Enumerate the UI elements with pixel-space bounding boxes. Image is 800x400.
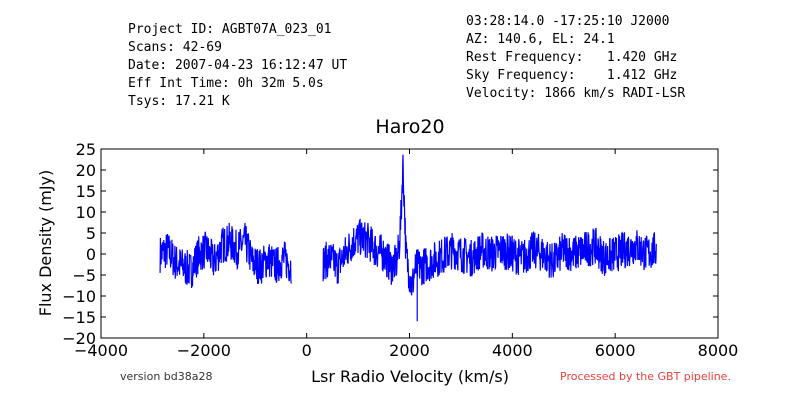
y-tick-label: 20 — [76, 161, 96, 180]
x-tick-label: 0 — [302, 341, 312, 360]
spectrum-line-group — [159, 154, 657, 322]
y-tick-label: −15 — [62, 308, 96, 327]
x-axis-label: Lsr Radio Velocity (km/s) — [311, 367, 509, 386]
y-tick-label: −20 — [62, 329, 96, 348]
project-id-text: Project ID: AGBT07A_023_01 — [128, 22, 332, 37]
y-tick-label: 0 — [86, 245, 96, 264]
axis-ticks: −4000 −2000 0 2000 4000 6000 8000 −20 −15 −10 −5 0 5… — [62, 140, 738, 360]
chart-title: Haro20 — [375, 116, 444, 138]
rest-frequency-text: Rest Frequency: 1.420 GHz — [466, 50, 678, 65]
tsys-text: Tsys: 17.21 K — [128, 94, 230, 109]
y-tick-label: 25 — [76, 140, 96, 159]
sky-frequency-text: Sky Frequency: 1.412 GHz — [466, 68, 678, 83]
int-time-text: Eff Int Time: 0h 32m 5.0s — [128, 76, 324, 91]
y-tick-label: −10 — [62, 287, 96, 306]
y-tick-label: 10 — [76, 203, 96, 222]
x-tick-label: 8000 — [698, 341, 739, 360]
velocity-text: Velocity: 1866 km/s RADI-LSR — [466, 86, 686, 101]
observation-info-left: Project ID: AGBT07A_023_01 Scans: 42-69 … — [128, 21, 347, 111]
x-tick-label: 6000 — [595, 341, 636, 360]
spectrum-line-segment — [322, 154, 657, 296]
x-tick-label: −4000 — [74, 341, 128, 360]
y-axis-label: Flux Density (mJy) — [36, 170, 55, 317]
az-el-text: AZ: 140.6, EL: 24.1 — [466, 32, 615, 47]
y-tick-label: 5 — [86, 224, 96, 243]
coordinates-text: 03:28:14.0 -17:25:10 J2000 — [466, 14, 670, 29]
y-tick-label: 15 — [76, 182, 96, 201]
date-text: Date: 2007-04-23 16:12:47 UT — [128, 58, 348, 73]
version-text: version bd38a28 — [120, 370, 213, 383]
spectrum-line-segment — [159, 222, 292, 289]
plot-area-frame — [100, 148, 719, 339]
observation-info-right: 03:28:14.0 -17:25:10 J2000 AZ: 140.6, EL… — [466, 13, 685, 103]
x-tick-label: −2000 — [177, 341, 231, 360]
scans-text: Scans: 42-69 — [128, 40, 222, 55]
y-tick-label: −5 — [72, 266, 96, 285]
x-tick-label: 2000 — [389, 341, 430, 360]
x-tick-label: 4000 — [492, 341, 533, 360]
pipeline-note: Processed by the GBT pipeline. — [560, 370, 731, 383]
